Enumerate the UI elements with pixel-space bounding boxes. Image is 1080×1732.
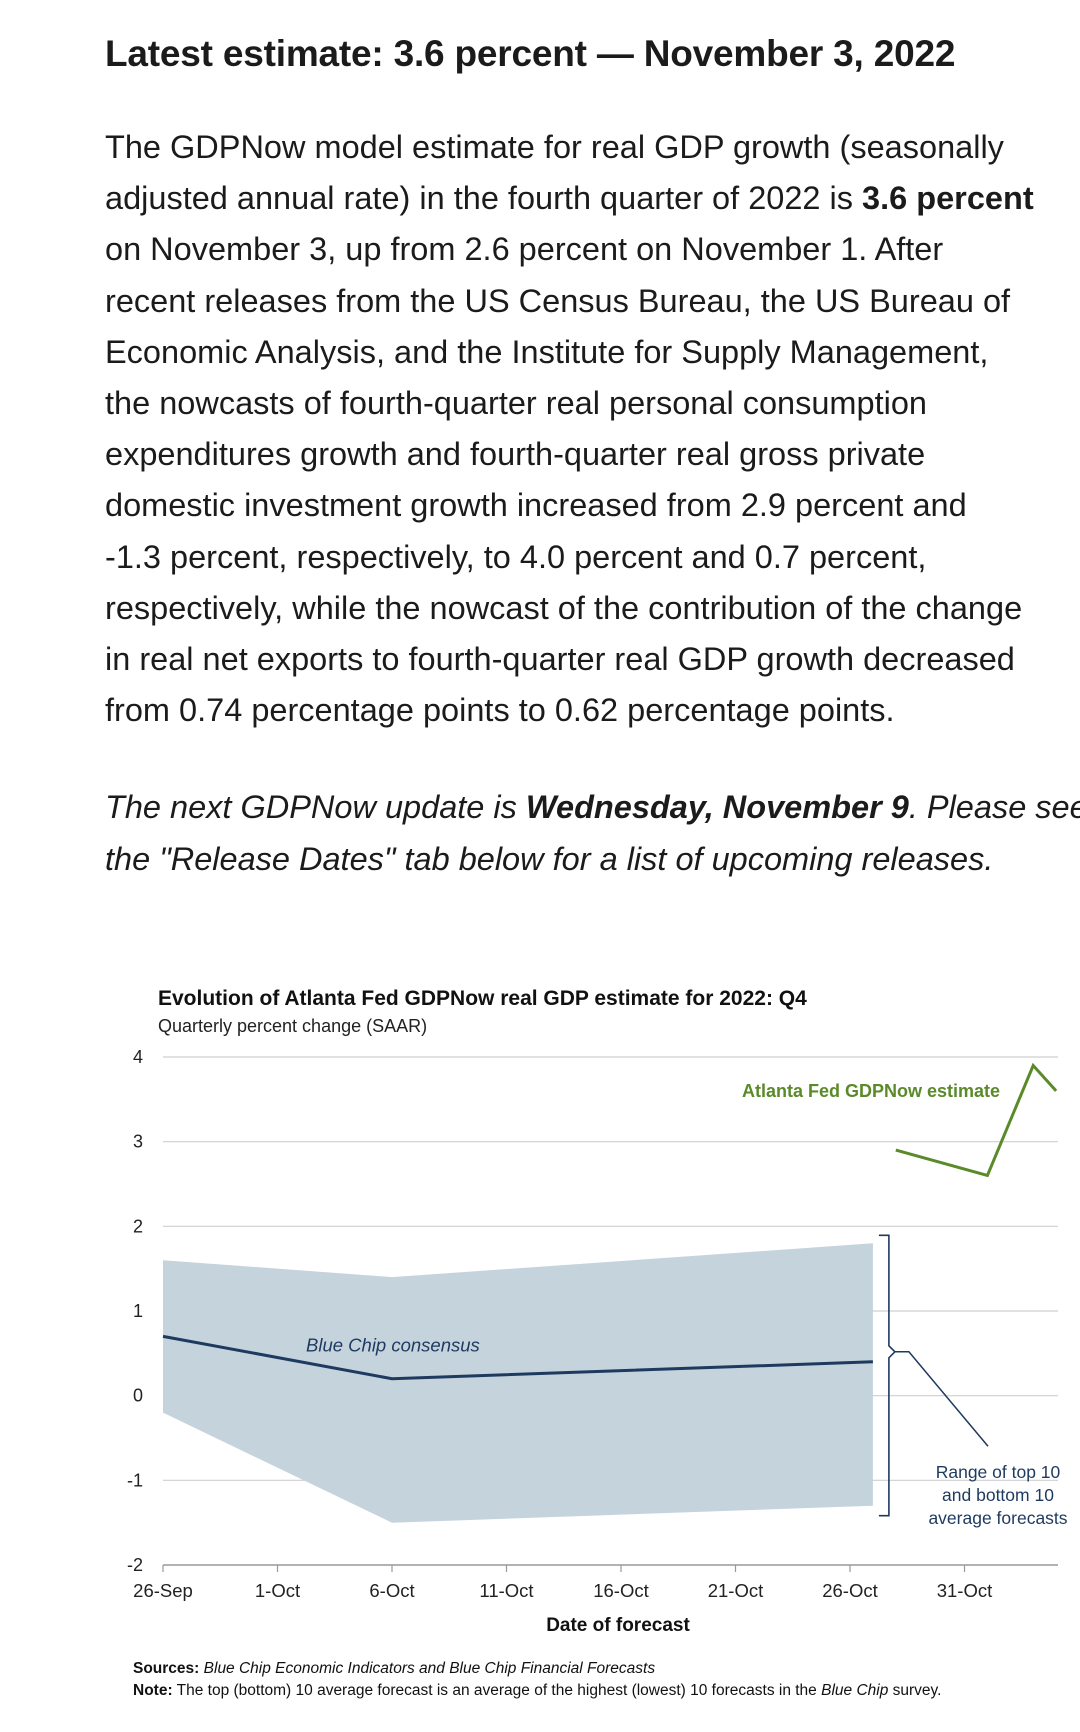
y-tick-label: -2 [127, 1555, 143, 1575]
x-tick-label: 1-Oct [255, 1580, 300, 1601]
paragraph-line: respectively, while the nowcast of the c… [105, 589, 1023, 626]
article: Latest estimate: 3.6 percent — November … [105, 30, 1080, 885]
paragraph-line: from 0.74 percentage points to 0.62 perc… [105, 692, 895, 729]
paragraph-line: on November 3, up from 2.6 percent on No… [105, 231, 944, 268]
y-tick-label: -1 [127, 1470, 143, 1490]
paragraph-line: recent releases from the US Census Burea… [105, 282, 1011, 319]
y-tick-label: 2 [133, 1216, 143, 1236]
gdpnow-estimate-line [895, 1062, 1058, 1178]
paragraph-line: the nowcasts of fourth-quarter real pers… [105, 385, 927, 422]
note-line: the "Release Dates" tab below for a list… [105, 840, 994, 877]
range-bracket [878, 1234, 897, 1517]
chart-note: Note: The top (bottom) 10 average foreca… [133, 1682, 941, 1699]
y-tick-label: 4 [133, 1047, 143, 1067]
chart-subtitle: Quarterly percent change (SAAR) [158, 1016, 427, 1036]
paragraph-line: The GDPNow model estimate for real GDP g… [105, 129, 1004, 165]
blue-chip-consensus-line [162, 1334, 873, 1381]
gdpnow-label: Atlanta Fed GDPNow estimate [742, 1081, 1000, 1101]
x-tick-label: 6-Oct [369, 1580, 414, 1601]
y-tick-label: 1 [133, 1301, 143, 1321]
paragraph-line: Economic Analysis, and the Institute for… [105, 333, 989, 370]
note-line: The next GDPNow update is Wednesday, Nov… [105, 789, 1080, 826]
blue-chip-label: Blue Chip consensus [306, 1335, 480, 1356]
range-label: and bottom 10 [942, 1485, 1054, 1505]
x-tick-label: 16-Oct [593, 1580, 649, 1601]
chart-sources: Sources: Blue Chip Economic Indicators a… [133, 1660, 655, 1677]
paragraph-line: adjusted annual rate) in the fourth quar… [105, 180, 1034, 217]
next-update-note: The next GDPNow update is Wednesday, Nov… [105, 782, 1080, 884]
next-update-date: Wednesday, November 9 [525, 789, 909, 826]
y-tick-label: 0 [133, 1386, 143, 1406]
x-tick-label: 31-Oct [937, 1580, 993, 1601]
chart-title: Evolution of Atlanta Fed GDPNow real GDP… [158, 987, 807, 1010]
paragraph-line: expenditures growth and fourth-quarter r… [105, 436, 926, 473]
page-title: Latest estimate: 3.6 percent — November … [105, 33, 956, 74]
x-tick-label: 11-Oct [479, 1580, 533, 1601]
forecast-range-band [163, 1243, 873, 1523]
x-axis-label: Date of forecast [546, 1615, 690, 1636]
summary-paragraph: The GDPNow model estimate for real GDP g… [105, 122, 1080, 736]
y-tick-label: 3 [133, 1132, 143, 1152]
x-tick-label: 26-Oct [822, 1580, 878, 1601]
range-label: average forecasts [928, 1508, 1067, 1528]
plot-area: 4 3 2 1 0 -1 -2 26-Sep 1-Oct 6-Oct 11-Oct 16-Oct 21-… [127, 1047, 1068, 1601]
range-label: Range of top 10 [936, 1462, 1061, 1482]
paragraph-line: in real net exports to fourth-quarter re… [105, 641, 1015, 678]
range-callout-line [894, 1351, 989, 1447]
gdpnow-chart: Evolution of Atlanta Fed GDPNow real GDP… [127, 987, 1068, 1699]
x-tick-label: 21-Oct [708, 1580, 764, 1601]
paragraph-line: -1.3 percent, respectively, to 4.0 perce… [105, 538, 927, 575]
latest-estimate-value: 3.6 percent [862, 180, 1034, 217]
x-tick-label: 26-Sep [133, 1580, 193, 1601]
paragraph-line: domestic investment growth increased fro… [105, 487, 967, 524]
